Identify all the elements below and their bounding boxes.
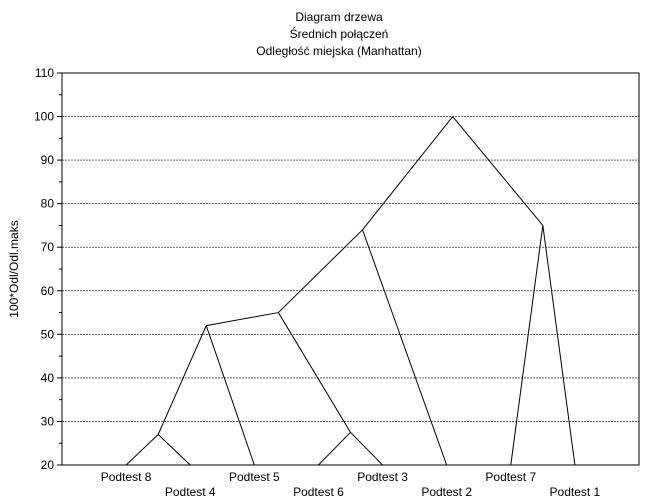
leaf-label: Podtest 6 [293, 485, 344, 499]
y-tick-label: 90 [41, 153, 55, 167]
y-tick-label: 30 [41, 414, 55, 428]
y-tick-label: 60 [41, 284, 55, 298]
branch-line [278, 229, 363, 313]
branch-line [350, 431, 383, 466]
branch-line [362, 229, 448, 466]
branch-line [318, 431, 351, 466]
grid-lines [62, 116, 639, 422]
branch-line [542, 225, 576, 466]
chart-title-line-3: Odległość miejska (Manhattan) [256, 44, 421, 58]
y-tick-label: 110 [35, 66, 54, 80]
y-axis: 20 30 40 50 60 70 80 90 100 110 [34, 66, 62, 472]
leaf-label: Podtest 2 [421, 485, 472, 499]
leaf-label: Podtest 5 [229, 470, 280, 484]
leaf-label: Podtest 4 [165, 485, 216, 499]
branch-line [205, 325, 255, 466]
branch-line [277, 312, 351, 433]
y-tick-label: 100 [34, 110, 54, 124]
y-tick-label: 70 [41, 240, 55, 254]
leaf-label: Podtest 3 [357, 470, 408, 484]
leaf-labels: Podtest 8 Podtest 4 Podtest 5 Podtest 6 Podt… [101, 470, 601, 499]
branch-line [362, 116, 454, 231]
dendrogram-branches [125, 116, 576, 466]
branch-line [157, 434, 191, 466]
chart-title-line-1: Diagram drzewa [295, 10, 383, 24]
branch-line [452, 116, 544, 226]
leaf-label: Podtest 8 [101, 470, 152, 484]
y-tick-label: 20 [41, 458, 55, 472]
y-axis-title: 100*Odl/Odl.maks [7, 220, 21, 317]
leaf-label: Podtest 7 [485, 470, 536, 484]
chart-title-line-2: Średnich połączeń [290, 26, 389, 41]
branch-line [157, 325, 207, 435]
plot-frame [61, 72, 640, 466]
branch-line [510, 225, 544, 466]
y-tick-label: 80 [41, 197, 55, 211]
y-tick-label: 40 [41, 371, 55, 385]
y-tick-label: 50 [41, 327, 55, 341]
branch-line [125, 434, 159, 466]
branch-line [206, 312, 279, 327]
leaf-label: Podtest 1 [550, 485, 601, 499]
